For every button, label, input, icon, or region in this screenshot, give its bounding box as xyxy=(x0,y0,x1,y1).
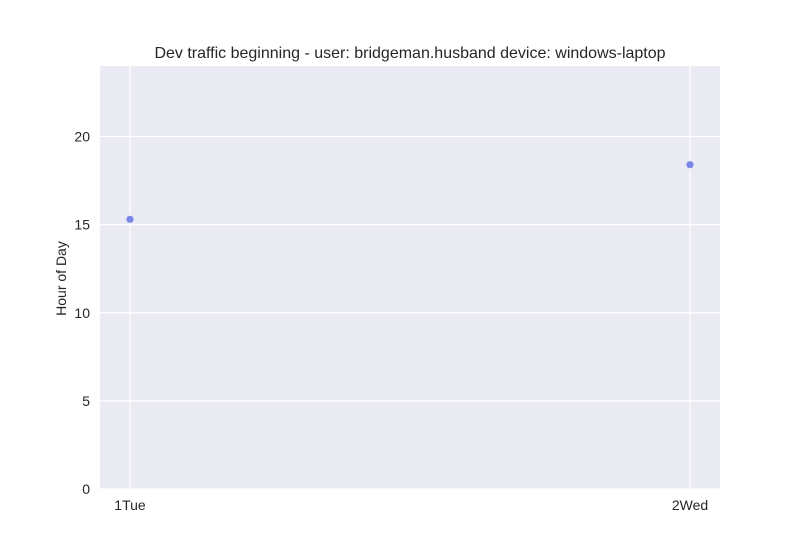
y-tick-label: 10 xyxy=(74,305,90,321)
x-axis-tick-labels: 1Tue 2Wed xyxy=(114,497,708,513)
data-point xyxy=(126,215,134,223)
y-axis-label: Hour of Day xyxy=(53,241,69,316)
y-tick-label: 0 xyxy=(82,481,90,497)
x-tick-label: 1Tue xyxy=(114,497,146,513)
y-axis-tick-labels: 0 5 10 15 20 xyxy=(74,129,90,498)
data-point xyxy=(686,161,694,169)
plot-area xyxy=(100,66,720,489)
chart-title: Dev traffic beginning - user: bridgeman.… xyxy=(154,45,665,62)
data-points xyxy=(126,161,694,223)
y-tick-label: 5 xyxy=(82,393,90,409)
gridlines xyxy=(100,66,720,490)
x-tick-label: 2Wed xyxy=(672,497,708,513)
y-tick-label: 20 xyxy=(74,129,90,145)
y-tick-label: 15 xyxy=(74,217,90,233)
